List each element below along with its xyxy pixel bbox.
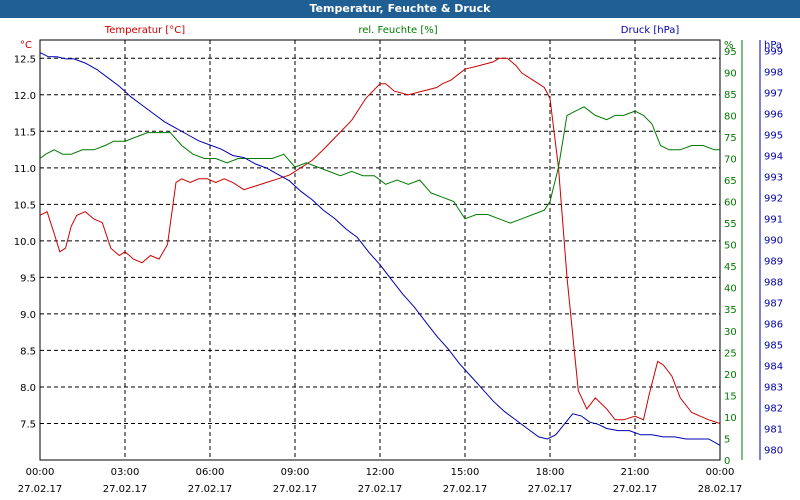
pressure-tick-label: 994 — [764, 152, 783, 163]
humidity-tick-label: 40 — [724, 284, 737, 295]
temperature-tick-label: 7.5 — [20, 419, 36, 430]
pressure-tick-label: 983 — [764, 383, 783, 394]
temperature-series-line — [39, 57, 721, 424]
humidity-tick-label: 55 — [724, 219, 737, 230]
pressure-tick-label: 998 — [764, 68, 783, 79]
pressure-tick-label: 980 — [764, 446, 783, 457]
humidity-tick-label: 95 — [724, 47, 737, 58]
temperature-unit: °C — [20, 40, 32, 51]
temperature-tick-label: 9.5 — [20, 273, 36, 284]
temperature-tick-label: 12.5 — [14, 54, 36, 65]
pressure-tick-label: 981 — [764, 425, 783, 436]
humidity-tick-label: 30 — [724, 327, 737, 338]
pressure-tick-label: 991 — [764, 215, 783, 226]
x-tick-date: 27.02.17 — [443, 484, 488, 495]
temperature-tick-label: 11.0 — [14, 164, 36, 175]
pressure-tick-label: 988 — [764, 278, 783, 289]
x-tick-time: 12:00 — [366, 467, 395, 478]
pressure-series-line — [39, 52, 721, 446]
x-tick-time: 18:00 — [536, 467, 565, 478]
humidity-tick-label: 15 — [724, 391, 737, 402]
pressure-unit: hPa — [764, 40, 782, 51]
x-tick-date: 28.02.17 — [698, 484, 743, 495]
humidity-tick-label: 5 — [724, 434, 730, 445]
pressure-tick-label: 995 — [764, 131, 783, 142]
pressure-tick-label: 987 — [764, 299, 783, 310]
temperature-tick-label: 8.0 — [20, 383, 36, 394]
humidity-tick-label: 10 — [724, 413, 737, 424]
x-tick-time: 03:00 — [111, 467, 140, 478]
x-tick-date: 27.02.17 — [18, 484, 63, 495]
pressure-tick-label: 997 — [764, 89, 783, 100]
x-tick-time: 15:00 — [451, 467, 480, 478]
pressure-tick-label: 989 — [764, 257, 783, 268]
x-tick-date: 27.02.17 — [528, 484, 573, 495]
humidity-tick-label: 90 — [724, 68, 737, 79]
x-tick-date: 27.02.17 — [358, 484, 403, 495]
x-tick-date: 27.02.17 — [103, 484, 148, 495]
x-tick-time: 06:00 — [196, 467, 225, 478]
pressure-tick-label: 996 — [764, 110, 783, 121]
pressure-tick-label: 993 — [764, 173, 783, 184]
pressure-tick-label: 999 — [764, 47, 783, 58]
humidity-unit: % — [724, 40, 734, 51]
temperature-tick-label: 9.0 — [20, 310, 36, 321]
humidity-tick-label: 35 — [724, 305, 737, 316]
temperature-tick-label: 10.5 — [14, 200, 36, 211]
legend-pressure: Druck [hPa] — [621, 25, 680, 36]
legend-temperature: Temperatur [°C] — [104, 25, 185, 36]
temperature-tick-label: 10.0 — [14, 237, 36, 248]
x-tick-date: 27.02.17 — [273, 484, 318, 495]
humidity-tick-label: 20 — [724, 370, 737, 381]
humidity-tick-label: 70 — [724, 154, 737, 165]
temperature-tick-label: 11.5 — [14, 127, 36, 138]
chart-canvas: 00:00 27.02.17 03:00 27.02.17 06:00 27.02.17 0… — [14, 25, 783, 495]
pressure-tick-label: 982 — [764, 404, 783, 415]
humidity-tick-label: 80 — [724, 111, 737, 122]
x-tick-time: 00:00 — [706, 467, 735, 478]
humidity-tick-label: 50 — [724, 241, 737, 252]
humidity-series-line — [39, 106, 720, 224]
x-tick-date: 27.02.17 — [613, 484, 658, 495]
pressure-tick-label: 990 — [764, 236, 783, 247]
humidity-tick-label: 75 — [724, 133, 737, 144]
humidity-tick-label: 65 — [724, 176, 737, 187]
humidity-tick-label: 25 — [724, 348, 737, 359]
humidity-tick-label: 85 — [724, 90, 737, 101]
x-tick-date: 27.02.17 — [188, 484, 233, 495]
x-tick-time: 09:00 — [281, 467, 310, 478]
pressure-tick-label: 992 — [764, 194, 783, 205]
legend-humidity: rel. Feuchte [%] — [358, 25, 437, 36]
x-tick-time: 00:00 — [26, 467, 55, 478]
temperature-tick-label: 8.5 — [20, 346, 36, 357]
x-tick-time: 21:00 — [621, 467, 650, 478]
pressure-tick-label: 985 — [764, 341, 783, 352]
humidity-tick-label: 0 — [724, 456, 730, 467]
humidity-tick-label: 60 — [724, 198, 737, 209]
pressure-tick-label: 984 — [764, 362, 783, 373]
humidity-tick-label: 45 — [724, 262, 737, 273]
temperature-tick-label: 12.0 — [14, 91, 36, 102]
pressure-tick-label: 986 — [764, 320, 783, 331]
chart-title: Temperatur, Feuchte & Druck — [0, 0, 800, 18]
